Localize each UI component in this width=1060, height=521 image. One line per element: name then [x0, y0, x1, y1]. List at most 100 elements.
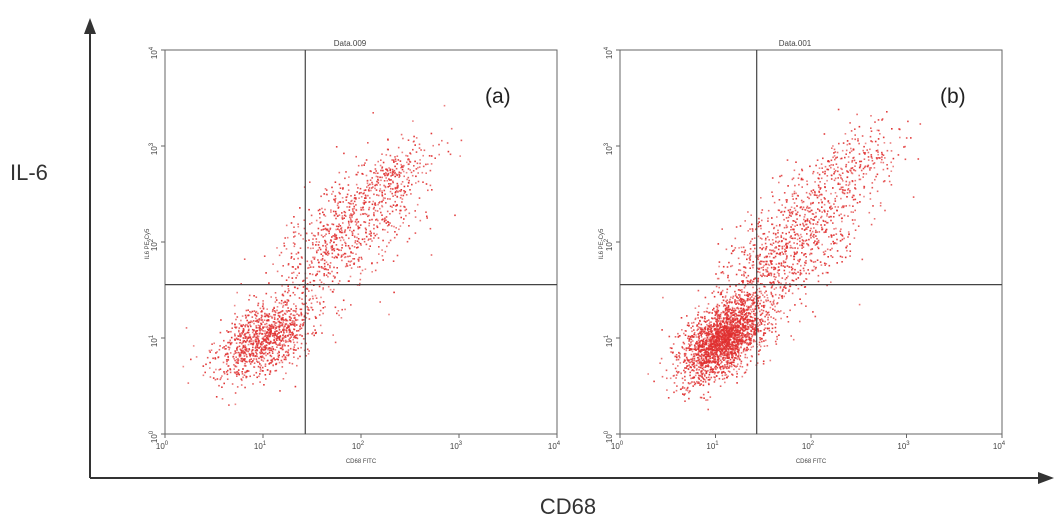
event-dot: [756, 362, 759, 364]
event-dot: [793, 253, 796, 255]
event-dot: [701, 342, 704, 344]
event-dot: [753, 310, 755, 312]
event-dot: [353, 207, 356, 210]
event-dot: [375, 170, 377, 172]
event-dot: [693, 359, 696, 362]
event-dot: [699, 366, 701, 369]
event-dot: [731, 332, 734, 335]
event-dot: [450, 127, 453, 130]
event-dot: [282, 265, 284, 267]
event-dot: [796, 242, 798, 245]
event-dot: [308, 264, 311, 266]
event-dot: [240, 283, 242, 285]
event-dot: [722, 371, 725, 373]
event-dot: [776, 335, 778, 338]
event-dot: [343, 152, 345, 155]
event-dot: [763, 304, 766, 307]
event-dot: [419, 159, 421, 161]
event-dot: [267, 332, 270, 334]
event-dot: [803, 269, 805, 272]
panel-a-letter: (a): [485, 85, 511, 108]
event-dot: [724, 338, 726, 341]
event-dot: [672, 351, 674, 354]
event-dot: [349, 226, 352, 229]
event-dot: [324, 252, 327, 255]
event-dot: [847, 215, 849, 217]
event-dot: [274, 328, 277, 330]
event-dot: [263, 384, 265, 386]
event-dot: [331, 244, 334, 247]
event-dot: [687, 343, 690, 345]
event-dot: [257, 304, 259, 307]
event-dot: [743, 347, 746, 350]
event-dot: [328, 200, 330, 202]
event-dot: [795, 272, 797, 275]
event-dot: [746, 315, 748, 317]
event-dot: [294, 286, 296, 289]
event-dot: [731, 309, 733, 312]
event-dot: [685, 349, 688, 352]
event-dot: [349, 214, 351, 217]
event-dot: [728, 318, 730, 321]
event-dot: [685, 362, 688, 364]
event-dot: [752, 266, 754, 269]
event-dot: [298, 232, 300, 235]
event-dot: [252, 343, 254, 346]
event-dot: [748, 307, 750, 309]
event-dot: [357, 187, 359, 189]
event-dot: [728, 320, 730, 323]
event-dot: [295, 253, 298, 255]
event-dot: [401, 166, 403, 168]
event-dot: [693, 353, 695, 355]
event-dot: [237, 335, 240, 337]
event-dot: [415, 175, 417, 178]
event-dot: [735, 357, 737, 359]
event-dot: [759, 295, 761, 298]
event-dot: [383, 172, 386, 175]
event-dot: [379, 176, 381, 179]
event-dot: [355, 222, 358, 224]
event-dot: [770, 303, 773, 305]
event-dot: [460, 139, 463, 142]
event-dot: [259, 307, 262, 310]
event-dot: [302, 238, 304, 240]
event-dot: [269, 370, 272, 372]
event-dot: [375, 175, 378, 178]
event-dot: [293, 317, 295, 319]
event-dot: [674, 355, 676, 358]
event-dot: [273, 357, 275, 359]
event-dot: [255, 330, 257, 332]
event-dot: [299, 355, 301, 358]
event-dot: [698, 361, 701, 363]
event-dot: [353, 235, 356, 238]
event-dot: [324, 268, 327, 270]
event-dot: [798, 173, 801, 176]
event-dot: [391, 172, 394, 174]
event-dot: [294, 231, 297, 233]
event-dot: [717, 311, 719, 313]
event-dot: [781, 295, 783, 297]
event-dot: [284, 344, 286, 347]
event-dot: [723, 339, 725, 342]
event-dot: [830, 219, 832, 222]
event-dot: [753, 339, 755, 341]
event-dot: [376, 194, 378, 196]
event-dot: [745, 314, 747, 316]
event-dot: [224, 348, 226, 350]
event-dot: [412, 170, 415, 172]
event-dot: [265, 272, 267, 274]
event-dot: [322, 225, 325, 227]
event-dot: [728, 355, 730, 358]
event-dot: [750, 306, 752, 308]
event-dot: [761, 340, 763, 343]
event-dot: [733, 361, 735, 364]
event-dot: [760, 309, 763, 311]
event-dot: [249, 340, 252, 343]
event-dot: [707, 342, 710, 345]
event-dot: [329, 266, 331, 269]
event-dot: [703, 343, 706, 345]
event-dot: [711, 352, 713, 355]
event-dot: [826, 248, 829, 251]
event-dot: [803, 254, 805, 257]
outer-x-label: CD68: [540, 494, 596, 519]
